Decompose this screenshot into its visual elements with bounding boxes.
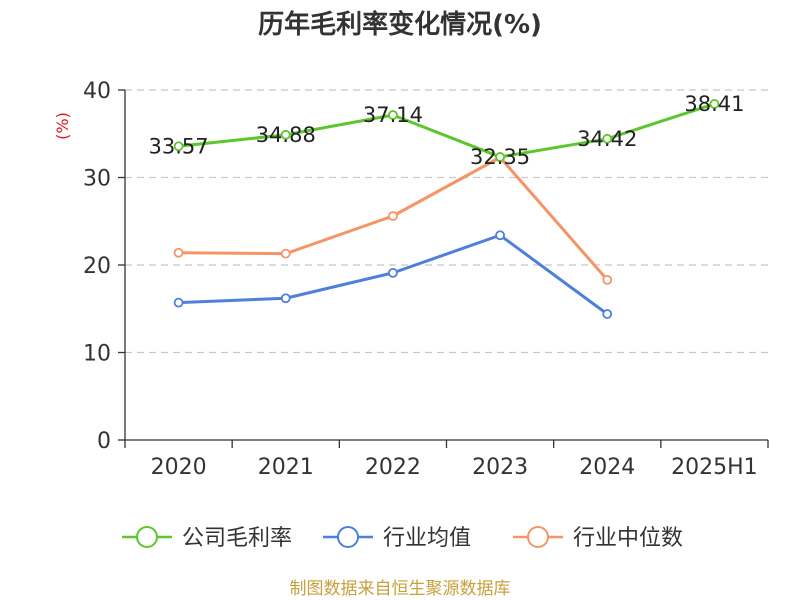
series-layer: 33.57 34.88 37.14 32.35 34.42 38.41 [149,92,745,319]
data-point-0-4 [602,133,613,144]
x-tick-label-2021: 2021 [258,455,314,480]
series-1 [173,230,613,319]
series-line-0 [178,102,715,159]
data-label-0-3: 32.35 [470,145,530,169]
legend-item-2[interactable]: 行业中位数 [513,526,683,551]
y-tick-label-20: 20 [83,254,111,279]
data-point-2-0 [173,247,184,258]
data-point-0-2 [388,110,398,120]
legend-item-0[interactable]: 公司毛利率 [122,526,292,551]
y-axis-label: (%) [53,112,72,140]
data-point-2-4 [602,274,613,285]
legend-marker-1 [337,526,359,548]
series-2 [173,152,613,285]
legend-label-0: 公司毛利率 [182,526,292,551]
grid-lines [125,89,768,354]
data-label-0-2: 37.14 [363,103,423,127]
data-point-0-1 [280,129,291,140]
data-point-2-2 [388,211,398,221]
data-label-0-4: 34.42 [577,127,637,151]
legend-label-2: 行业中位数 [573,526,683,551]
source-note: 制图数据来自恒生聚源数据库 [290,579,511,599]
data-label-0-1: 34.88 [256,123,316,147]
legend[interactable]: 公司毛利率 行业均值 行业中位数 [122,526,683,551]
data-point-0-0 [173,141,184,152]
data-label-0-5: 38.41 [684,92,744,116]
y-tick-label-40: 40 [83,79,111,104]
data-point-2-1 [280,248,291,259]
legend-item-1[interactable]: 行业均值 [323,526,471,551]
series-0: 33.57 34.88 37.14 32.35 34.42 38.41 [149,92,745,169]
legend-marker-2 [527,526,549,548]
chart-title: 历年毛利率变化情况(%) [258,9,542,40]
x-tick-label-2023: 2023 [472,455,528,480]
y-tick-label-30: 30 [83,167,111,192]
legend-label-1: 行业均值 [383,526,471,551]
x-tick-label-2025H1: 2025H1 [671,455,758,480]
data-point-0-5 [709,99,720,109]
data-point-1-3 [495,230,505,241]
y-tick-label-10: 10 [83,342,111,367]
data-label-0-0: 33.57 [149,134,209,158]
data-point-1-4 [602,309,613,319]
data-point-1-0 [173,297,184,308]
data-point-1-2 [388,267,398,278]
axes: 0 10 20 30 40 2020 2021 2022 2023 2024 2025H1 [83,79,769,480]
y-tick-label-0: 0 [97,429,111,454]
data-point-0-3 [495,152,505,162]
legend-marker-0 [136,526,158,548]
data-point-1-1 [280,293,291,304]
x-tick-label-2022: 2022 [365,455,421,480]
x-tick-label-2020: 2020 [151,455,207,480]
x-tick-label-2024: 2024 [579,455,635,480]
